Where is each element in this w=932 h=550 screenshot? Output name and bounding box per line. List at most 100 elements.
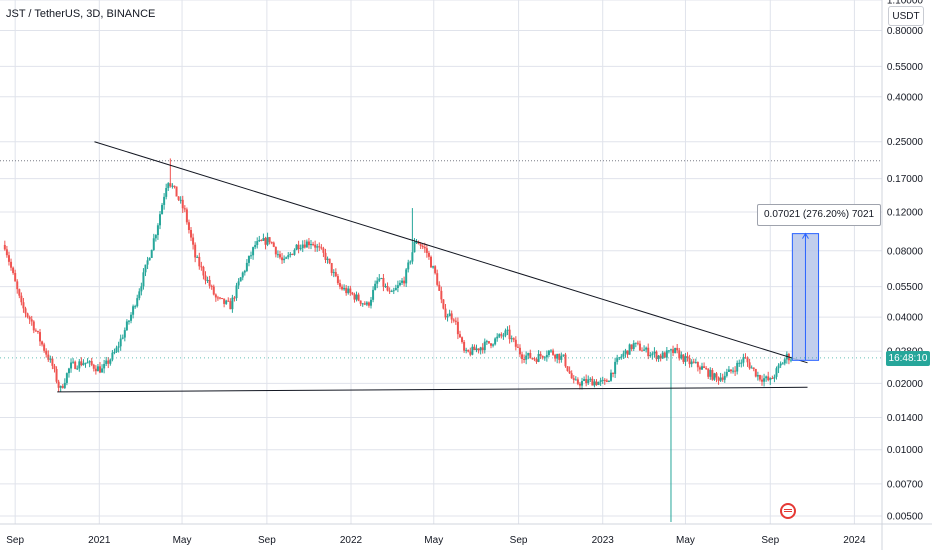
- candle-body: [376, 280, 379, 284]
- candle-body: [738, 362, 741, 364]
- candle-body: [396, 285, 399, 288]
- candle-body: [109, 359, 112, 364]
- candle-body: [67, 368, 70, 374]
- candle-body: [535, 359, 538, 362]
- candle-body: [446, 316, 449, 318]
- candle-body: [454, 320, 457, 322]
- candle-body: [413, 241, 416, 253]
- candle-body: [98, 366, 101, 373]
- candle-body: [20, 295, 23, 303]
- candle-body: [198, 256, 201, 267]
- y-tick-label: 0.01000: [887, 445, 924, 456]
- candle-body: [322, 248, 325, 253]
- candle-body: [367, 302, 370, 306]
- candle-body: [419, 244, 422, 246]
- candle-body: [347, 288, 350, 294]
- candle-body: [92, 364, 95, 369]
- candle-body: [343, 287, 346, 290]
- candle-body: [461, 337, 464, 342]
- candle-body: [694, 362, 697, 364]
- candle-body: [539, 353, 542, 356]
- candle-body: [18, 289, 21, 296]
- candle-body: [357, 294, 360, 301]
- candle-body: [479, 347, 482, 351]
- candle-body: [748, 362, 751, 369]
- candle-body: [26, 313, 29, 317]
- candle-body: [5, 249, 8, 256]
- candle-body: [717, 377, 720, 381]
- candle-body: [506, 329, 509, 331]
- candle-body: [641, 350, 644, 352]
- candle-body: [777, 365, 780, 369]
- candle-body: [316, 246, 319, 248]
- candle-body: [111, 352, 114, 360]
- candle-body: [158, 214, 161, 226]
- candle-body: [196, 256, 199, 258]
- candle-body: [10, 261, 13, 268]
- candle-body: [278, 254, 281, 258]
- candle-body: [525, 355, 528, 360]
- candle-body: [779, 363, 782, 366]
- candle-body: [485, 341, 488, 343]
- candle-body: [653, 351, 656, 354]
- candle-body: [756, 375, 759, 377]
- candle-body: [82, 363, 85, 366]
- candle-body: [16, 281, 19, 290]
- y-tick-label: 0.25000: [887, 137, 924, 148]
- candle-body: [403, 280, 406, 284]
- candle-body: [734, 370, 737, 372]
- candle-body: [595, 381, 598, 385]
- candle-body: [771, 378, 774, 380]
- support-line: [57, 386, 808, 393]
- candle-body: [324, 252, 327, 260]
- x-tick-label: May: [424, 535, 443, 546]
- us-flag-icon[interactable]: [780, 503, 796, 519]
- y-tick-label: 0.55000: [887, 62, 924, 73]
- candle-body: [181, 199, 184, 209]
- candle-body: [330, 263, 333, 273]
- candle-body: [384, 286, 387, 288]
- candle-body: [103, 363, 106, 369]
- candle-body: [682, 354, 685, 362]
- candle-body: [481, 347, 484, 351]
- candle-body: [405, 269, 408, 284]
- candle-body: [638, 343, 641, 351]
- candle-body: [258, 239, 261, 242]
- y-tick-label: 0.00700: [887, 479, 924, 490]
- candle-body: [500, 334, 503, 336]
- candle-body: [53, 365, 56, 370]
- candle-body: [707, 369, 710, 377]
- candle-body: [709, 370, 712, 377]
- candle-body: [305, 241, 308, 248]
- candle-body: [353, 294, 356, 300]
- candle-body: [624, 350, 627, 354]
- candle-body: [576, 379, 579, 384]
- currency-unit-button[interactable]: USDT: [888, 6, 924, 26]
- candle-body: [736, 362, 739, 372]
- candle-body: [14, 272, 17, 282]
- candle-body: [378, 278, 381, 281]
- candle-body: [622, 353, 625, 357]
- candle-body: [390, 291, 393, 293]
- candle-body: [328, 258, 331, 264]
- candle-body: [202, 266, 205, 276]
- candle-body: [562, 354, 565, 356]
- candle-body: [477, 348, 480, 351]
- candle-body: [72, 361, 75, 363]
- candle-body: [88, 361, 91, 363]
- candle-body: [489, 343, 492, 346]
- candle-body: [572, 378, 575, 380]
- candle-body: [235, 285, 238, 299]
- candle-body: [566, 366, 569, 371]
- candle-body: [36, 330, 39, 333]
- candle-body: [696, 362, 699, 368]
- candle-body: [750, 367, 753, 369]
- candle-body: [173, 185, 176, 187]
- y-tick-label: 0.04000: [887, 313, 924, 324]
- candle-body: [620, 356, 623, 358]
- candle-body: [152, 238, 155, 250]
- candle-body: [218, 297, 221, 299]
- candle-body: [266, 237, 269, 245]
- candle-body: [487, 341, 490, 344]
